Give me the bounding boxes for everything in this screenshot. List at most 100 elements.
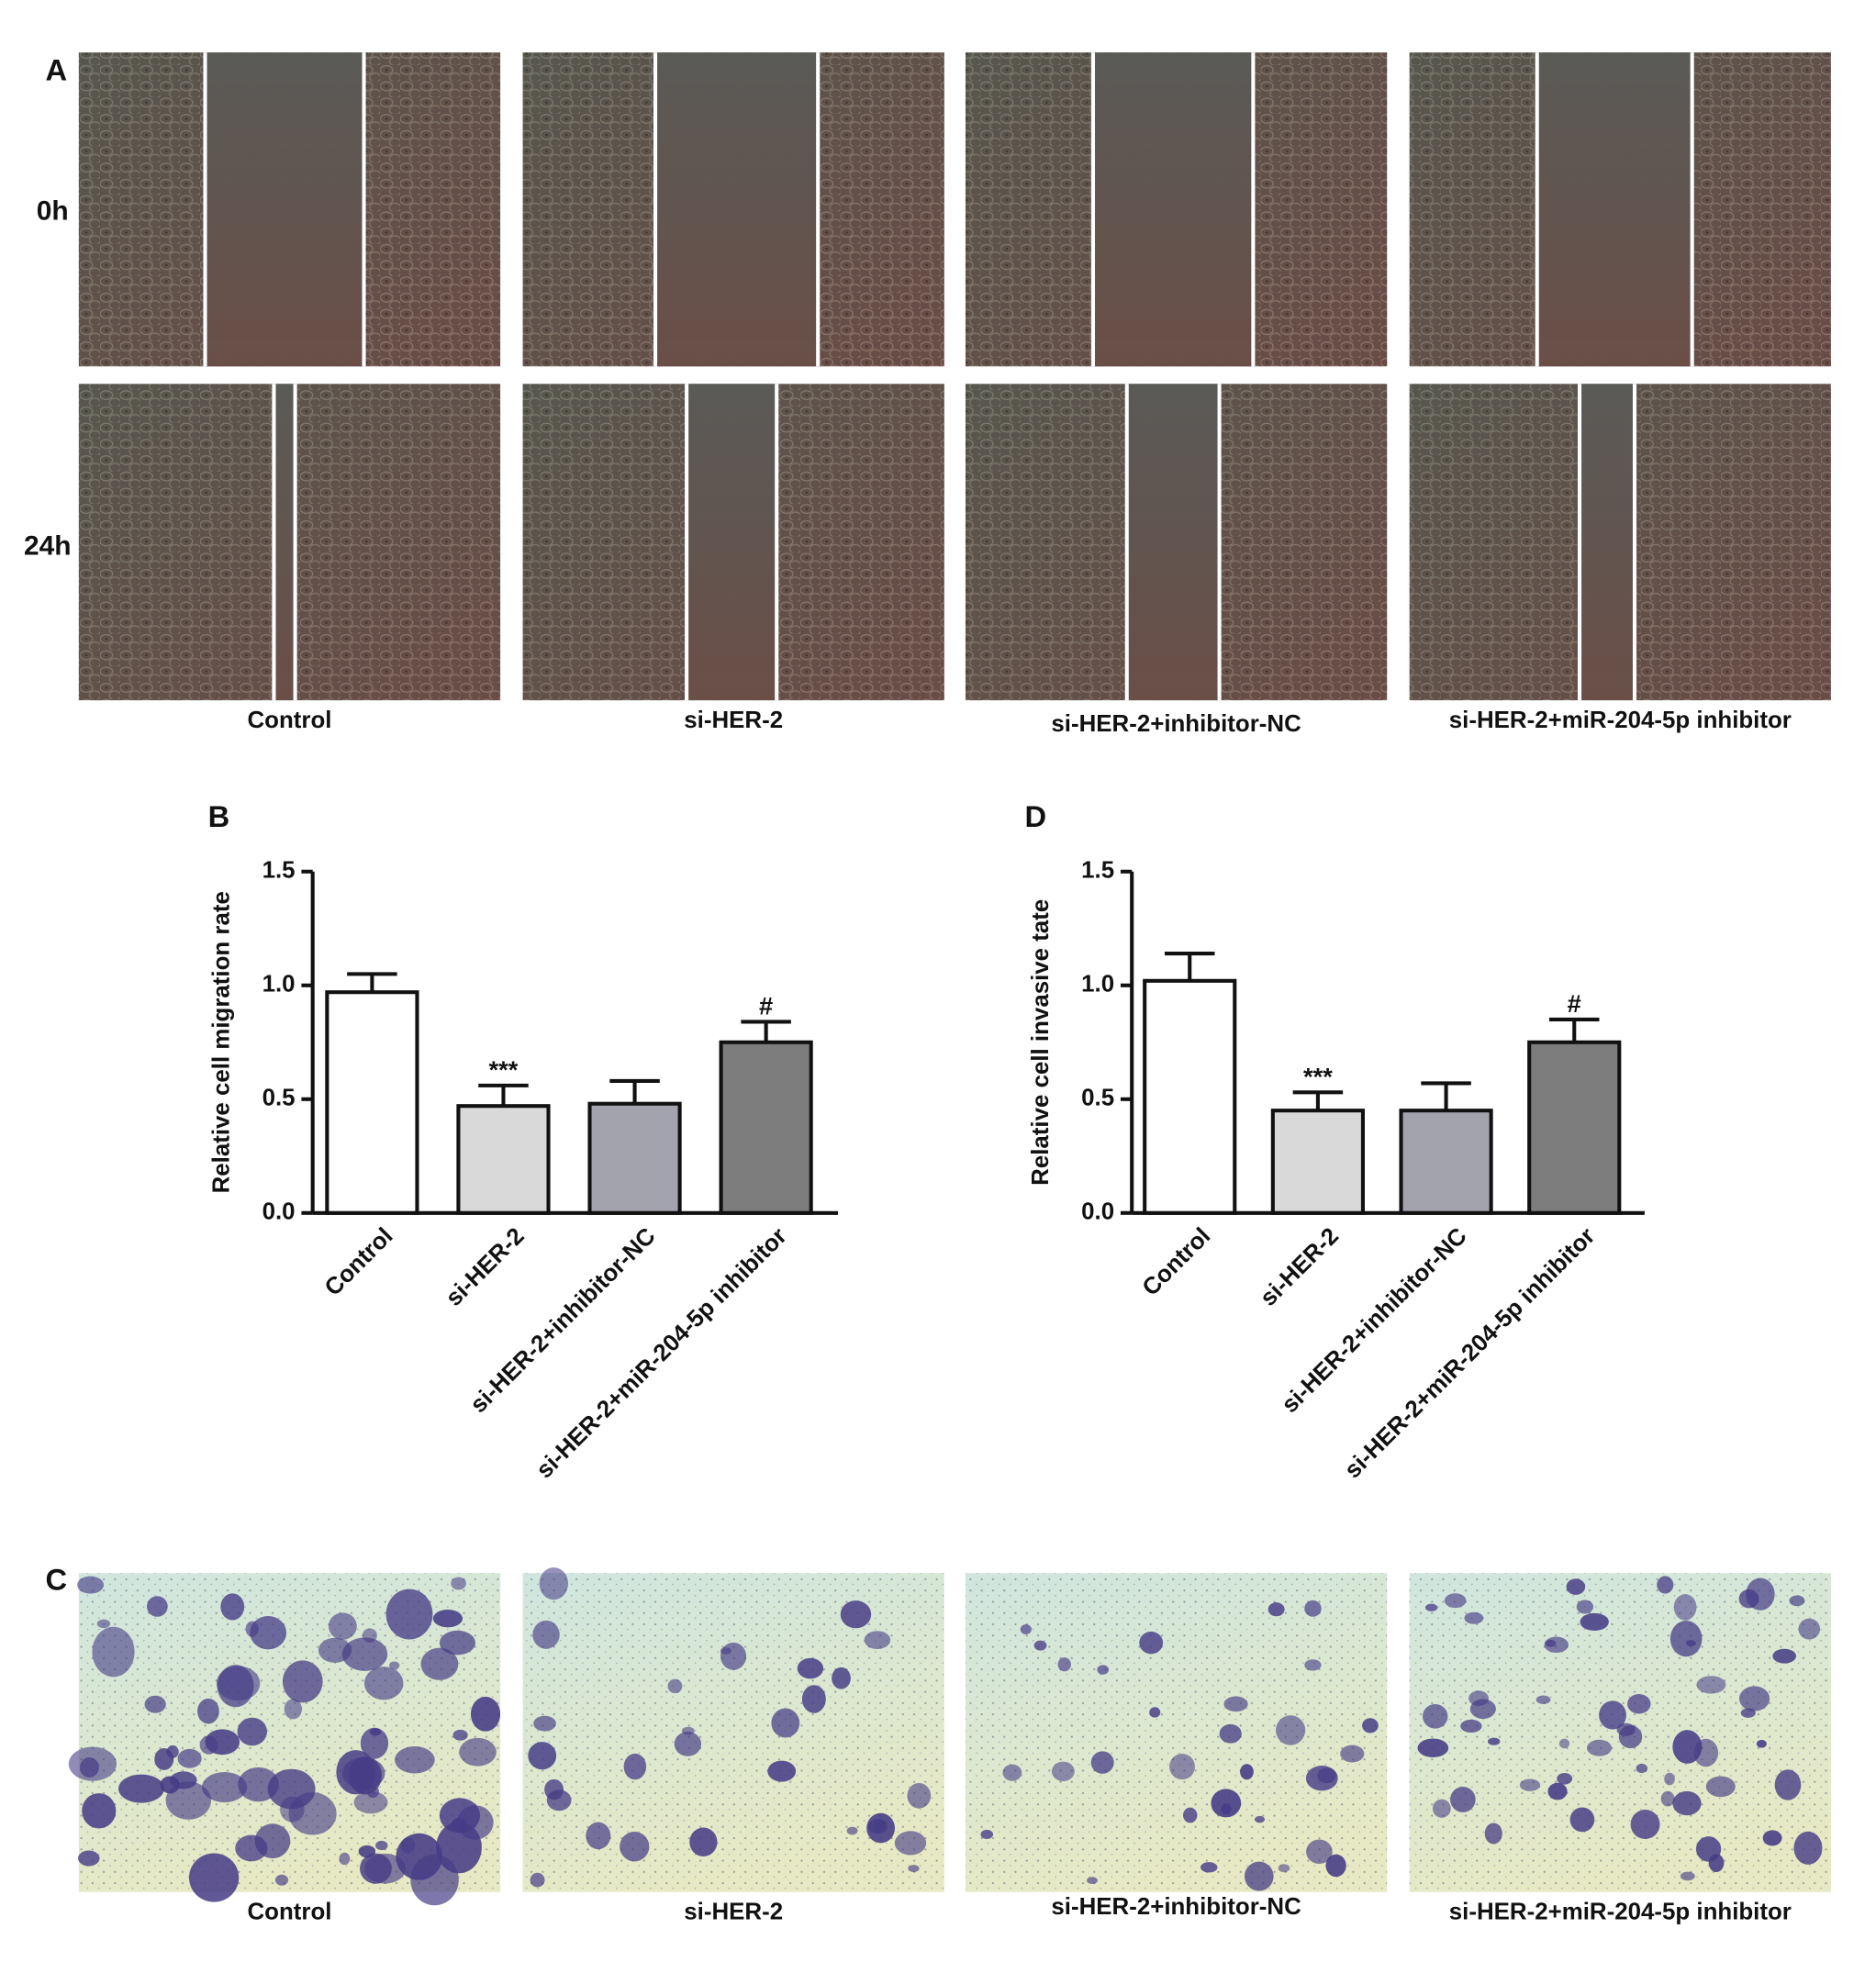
- cell-cluster: [470, 1696, 501, 1732]
- cell-cluster: [360, 1853, 392, 1884]
- row-label: 0h: [37, 196, 69, 227]
- bar: [719, 1040, 813, 1215]
- y-tick-label: 0.5: [1081, 1086, 1114, 1111]
- cell-cluster: [1672, 1730, 1703, 1764]
- gap-edge: [272, 384, 276, 701]
- row-label: 24h: [24, 531, 72, 562]
- cell-cluster: [767, 1760, 797, 1782]
- cell-cluster: [1580, 1612, 1609, 1632]
- cell-cluster: [459, 1737, 497, 1767]
- cell-cluster: [1519, 1778, 1541, 1791]
- cell-cluster: [533, 1715, 556, 1732]
- cell-cluster: [894, 1831, 927, 1856]
- cell-cluster: [92, 1626, 135, 1678]
- cell-cluster: [439, 1630, 475, 1655]
- cell-cluster: [318, 1637, 352, 1663]
- cell-cluster: [1221, 1803, 1232, 1815]
- cell-cluster: [1169, 1754, 1195, 1780]
- cell-cluster: [238, 1767, 279, 1802]
- bar: [1143, 978, 1237, 1215]
- cell-cluster: [1672, 1790, 1702, 1816]
- cell-cluster: [451, 1577, 466, 1590]
- cell-cluster: [530, 1872, 545, 1888]
- cell-cluster: [235, 1834, 268, 1862]
- cell-cluster: [202, 1772, 248, 1802]
- group-label: si-HER-2: [684, 708, 783, 733]
- bar: [325, 990, 419, 1215]
- wound-gap: [687, 384, 776, 701]
- cell-cluster: [146, 1596, 168, 1617]
- gap-edge: [1690, 52, 1694, 367]
- cell-cluster: [1304, 1659, 1322, 1671]
- wound-gap: [1538, 52, 1692, 367]
- cell-cluster: [1657, 1576, 1674, 1594]
- gap-edge: [362, 52, 366, 367]
- cell-cluster: [396, 1833, 442, 1880]
- cell-cluster: [1705, 1776, 1736, 1798]
- cell-cluster: [1090, 1751, 1114, 1774]
- cell-cluster: [1276, 1715, 1306, 1745]
- membrane-speckle: [965, 1573, 1388, 1892]
- x-tick-label: Control: [1138, 1223, 1216, 1301]
- cell-cluster: [144, 1695, 166, 1713]
- cell-cluster: [1746, 1577, 1775, 1611]
- gap-edge: [203, 52, 207, 367]
- cell-cluster: [907, 1782, 932, 1809]
- cell-cluster: [1586, 1739, 1613, 1756]
- cell-cluster: [720, 1642, 747, 1670]
- cell-cluster: [1558, 1738, 1570, 1749]
- cell-cluster: [1664, 1772, 1675, 1786]
- significance-mark: #: [1568, 989, 1581, 1018]
- cell-cluster: [1599, 1700, 1626, 1730]
- cell-cluster: [1087, 1877, 1098, 1885]
- wound-gap: [206, 52, 363, 367]
- cell-cluster: [1057, 1657, 1071, 1672]
- y-tick-label: 0.0: [262, 1199, 296, 1225]
- cell-cluster: [1464, 1611, 1484, 1624]
- cell-cluster: [77, 1576, 105, 1594]
- cell-cluster: [1774, 1769, 1802, 1800]
- cell-cluster: [873, 1819, 888, 1834]
- cell-cluster: [1756, 1739, 1767, 1748]
- cell-cluster: [1020, 1624, 1032, 1634]
- significance-mark: ***: [489, 1055, 519, 1084]
- cell-cluster: [532, 1620, 560, 1649]
- group-label: si-HER-2: [684, 1900, 783, 1925]
- cell-cluster: [586, 1822, 611, 1850]
- cell-cluster: [1033, 1640, 1047, 1651]
- cell-cluster: [220, 1593, 245, 1621]
- gap-edge: [1251, 52, 1256, 367]
- cell-cluster: [1223, 1696, 1248, 1712]
- cell-cluster: [1304, 1600, 1322, 1617]
- cell-cluster: [846, 1826, 858, 1835]
- cell-cluster: [360, 1727, 389, 1759]
- cell-cluster: [1566, 1578, 1586, 1595]
- group-label: Control: [247, 1900, 331, 1925]
- y-tick-label: 1.0: [1081, 972, 1114, 998]
- x-tick-label: si-HER-2: [1256, 1223, 1344, 1311]
- gap-edge: [1124, 384, 1129, 701]
- y-tick-label: 1.5: [262, 858, 296, 884]
- cell-cluster: [1139, 1631, 1164, 1655]
- cell-cluster: [1468, 1690, 1489, 1707]
- x-tick-label: si-HER-2+miR-204-5p inhibitor: [1340, 1223, 1601, 1484]
- cell-cluster: [1547, 1782, 1568, 1800]
- cell-cluster: [96, 1619, 111, 1629]
- cell-cluster: [1278, 1864, 1290, 1873]
- cell-cluster: [1450, 1787, 1476, 1812]
- cell-cluster: [908, 1865, 920, 1873]
- cell-cluster: [1244, 1861, 1274, 1891]
- cell-cluster: [1097, 1665, 1110, 1675]
- bar: [587, 1101, 682, 1215]
- cell-cluster: [160, 1776, 180, 1794]
- cell-cluster: [674, 1732, 702, 1756]
- cell-cluster: [217, 1665, 254, 1708]
- cell-cluster: [797, 1657, 824, 1679]
- cell-cluster: [1535, 1695, 1551, 1704]
- cell-cluster: [177, 1748, 202, 1768]
- cell-cluster: [801, 1685, 826, 1713]
- cell-cluster: [1696, 1676, 1726, 1694]
- cell-cluster: [1182, 1807, 1198, 1823]
- cell-cluster: [1325, 1854, 1346, 1878]
- cell-cluster: [840, 1600, 872, 1629]
